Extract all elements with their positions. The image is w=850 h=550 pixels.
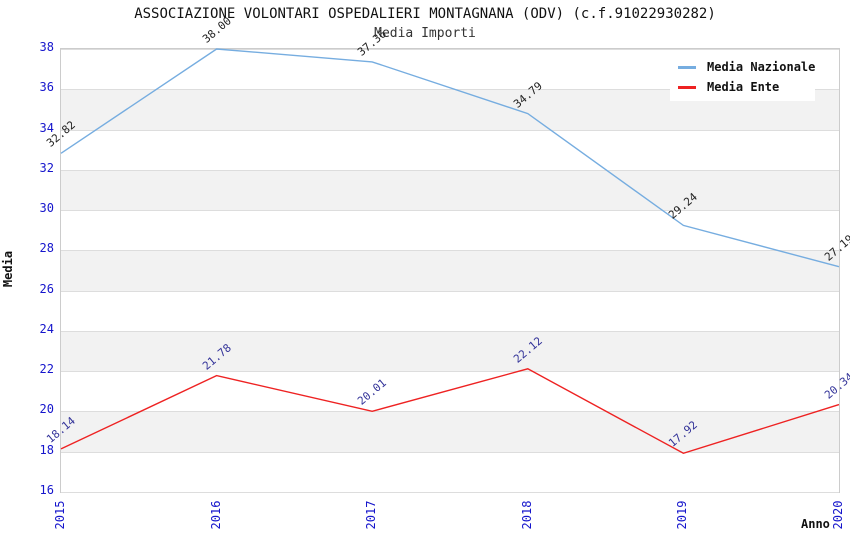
y-tick-label: 24	[39, 321, 54, 336]
legend-swatch-media-nazionale	[678, 65, 696, 69]
gridline	[61, 169, 839, 171]
y-tick-label: 18	[39, 442, 54, 457]
legend-swatch-media-ente	[678, 85, 696, 89]
x-tick-label: 2018	[519, 500, 534, 530]
y-tick-label: 36	[39, 80, 54, 95]
gridline	[61, 451, 839, 453]
x-tick-label: 2020	[831, 500, 845, 530]
y-tick-label: 38	[39, 40, 54, 54]
x-tick-label: 2015	[53, 500, 67, 530]
grid-band	[61, 250, 839, 291]
legend: Media Nazionale Media Ente	[670, 53, 815, 101]
gridline	[61, 250, 839, 252]
legend-label-media-nazionale: Media Nazionale	[707, 60, 816, 74]
series-line-media-ente	[60, 368, 840, 455]
y-tick-label: 30	[39, 201, 54, 216]
series-lines	[60, 48, 840, 455]
gridline	[61, 210, 839, 212]
chart-subtitle: Media Importi	[374, 26, 476, 41]
chart-title: ASSOCIAZIONE VOLONTARI OSPEDALIERI MONTA…	[134, 6, 716, 22]
legend-label-media-ente: Media Ente	[707, 80, 780, 94]
y-tick-label: 28	[39, 241, 54, 256]
x-tick-label: 2016	[208, 500, 223, 530]
plot-area: 32.82 38.00 37.36 34.79 29.24 27.19 18.14 21.78…	[44, 14, 850, 493]
grid-band	[61, 330, 839, 372]
grid-band	[61, 169, 839, 211]
y-tick-label: 16	[39, 483, 54, 497]
y-tick-label: 34	[39, 120, 54, 135]
series-line-media-nazionale	[60, 48, 840, 268]
y-tick-label: 20	[39, 402, 54, 417]
y-tick-label: 32	[39, 160, 54, 175]
gridline	[61, 129, 839, 131]
x-tick-label: 2019	[675, 500, 690, 530]
gridline	[61, 330, 839, 332]
gridline	[61, 492, 839, 493]
y-tick-label: 26	[39, 281, 54, 296]
legend-item-media-ente: Media Ente	[678, 77, 815, 97]
gridline	[61, 290, 839, 292]
legend-item-media-nazionale: Media Nazionale	[678, 57, 815, 77]
gridline	[61, 49, 839, 50]
x-axis-title: Anno	[801, 517, 830, 531]
gridline	[61, 371, 839, 373]
gridline	[61, 411, 839, 413]
x-tick-label: 2017	[364, 500, 379, 530]
gridline	[61, 89, 839, 91]
y-tick-label: 22	[39, 362, 54, 377]
y-axis-title: Media	[1, 250, 15, 288]
